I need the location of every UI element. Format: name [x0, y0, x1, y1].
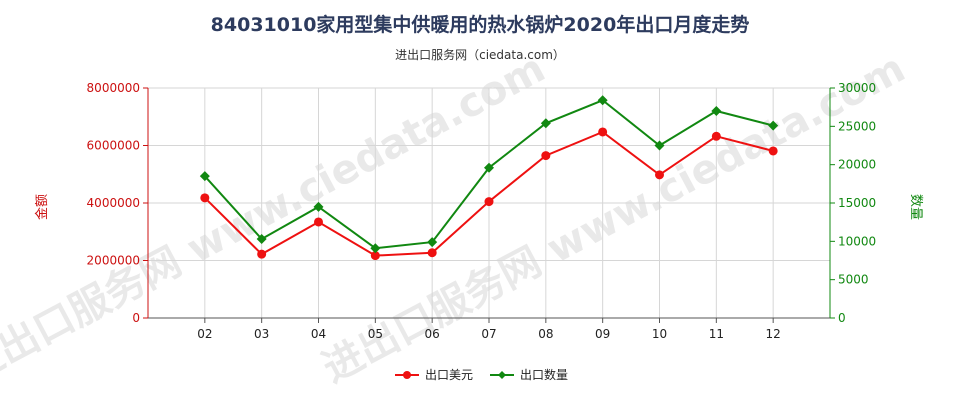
data-point[interactable]: [314, 217, 323, 227]
data-point[interactable]: [598, 127, 608, 137]
x-tick-label: 04: [311, 327, 326, 341]
x-tick-label: 05: [368, 327, 383, 341]
x-tick-label: 02: [197, 327, 212, 341]
series-layer: [199, 95, 779, 261]
y-tick-label-right: 30000: [838, 81, 876, 95]
data-point[interactable]: [541, 151, 551, 161]
watermark-text: 进出口服务网 www.ciedata.com: [315, 45, 912, 392]
legend-marker: [498, 371, 506, 379]
y-tick-label-left: 0: [132, 311, 140, 325]
data-point[interactable]: [655, 170, 664, 180]
data-point[interactable]: [768, 146, 778, 156]
legend-marker: [403, 371, 411, 379]
y-axis-title-left: 金额: [34, 194, 50, 220]
data-point[interactable]: [256, 234, 267, 245]
x-tick-label: 03: [254, 327, 269, 341]
data-point[interactable]: [370, 251, 380, 261]
x-tick-label: 11: [709, 327, 724, 341]
y-tick-label-left: 6000000: [87, 139, 140, 153]
data-point[interactable]: [484, 162, 494, 173]
legend-label: 出口数量: [520, 367, 568, 382]
data-point[interactable]: [711, 106, 722, 116]
data-point[interactable]: [597, 95, 608, 106]
data-point[interactable]: [654, 140, 665, 151]
data-point[interactable]: [540, 118, 551, 129]
x-tick-label: 10: [652, 327, 667, 341]
data-point[interactable]: [313, 201, 324, 212]
y-tick-label-right: 25000: [838, 119, 876, 133]
x-tick-label: 09: [595, 327, 610, 341]
data-point[interactable]: [484, 197, 494, 207]
y-tick-label-right: 0: [838, 311, 846, 325]
data-point[interactable]: [200, 193, 210, 203]
legend-label: 出口美元: [425, 368, 473, 382]
data-point[interactable]: [199, 171, 210, 182]
data-point[interactable]: [370, 243, 381, 254]
data-point[interactable]: [768, 120, 779, 131]
y-tick-label-right: 10000: [838, 234, 876, 248]
y-tick-label-left: 8000000: [87, 81, 140, 95]
x-tick-label: 12: [766, 327, 781, 341]
data-point[interactable]: [711, 131, 721, 141]
data-point[interactable]: [427, 237, 438, 248]
y-axis-title-right: 数量: [908, 194, 923, 220]
y-tick-label-left: 2000000: [87, 254, 140, 268]
x-tick-label: 07: [481, 327, 496, 341]
data-point[interactable]: [257, 249, 267, 259]
x-tick-label: 06: [425, 327, 440, 341]
chart-title: 84031010家用型集中供暖用的热水锅炉2020年出口月度走势: [210, 14, 750, 36]
legend-layer: 出口美元 出口数量: [395, 367, 568, 382]
y-tick-label-right: 20000: [838, 158, 876, 172]
x-tick-label: 08: [538, 327, 553, 341]
y-tick-label-right: 15000: [838, 196, 876, 210]
y-tick-label-right: 5000: [838, 273, 869, 287]
data-point[interactable]: [427, 248, 437, 258]
axes-layer: 0 2000000 4000000 6000000 8000000 0 5000 10000 1…: [34, 81, 923, 341]
y-tick-label-left: 4000000: [87, 196, 140, 210]
chart-subtitle: 进出口服务网（ciedata.com）: [395, 48, 565, 62]
